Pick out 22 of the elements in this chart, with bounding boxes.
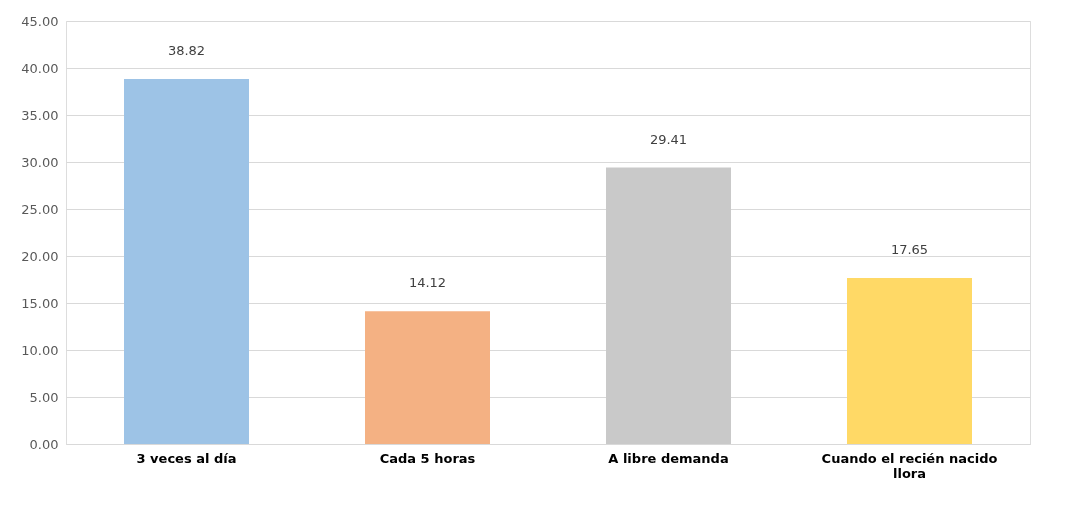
bar	[365, 311, 490, 444]
x-tick-label: Cuando el recién nacido llora	[821, 450, 998, 481]
x-tick-label: A libre demanda	[608, 450, 729, 466]
y-tick-label: 45.00	[21, 13, 59, 29]
y-tick-label: 10.00	[21, 342, 59, 358]
data-label: 17.65	[890, 242, 929, 258]
data-label: 29.41	[649, 131, 688, 147]
y-tick-label: 30.00	[21, 154, 59, 170]
y-tick-label: 0.00	[29, 436, 59, 452]
bar	[847, 278, 972, 444]
data-label: 38.82	[167, 43, 206, 59]
x-tick-label: Cada 5 horas	[379, 450, 476, 466]
y-tick-label: 40.00	[21, 60, 59, 76]
y-tick-label: 15.00	[21, 295, 59, 311]
x-tick-label: 3 veces al día	[136, 450, 237, 466]
y-tick-label: 20.00	[21, 248, 59, 264]
y-tick-label: 5.00	[29, 389, 59, 405]
y-tick-label: 35.00	[21, 107, 59, 123]
bar	[606, 167, 731, 444]
bar	[124, 79, 249, 444]
data-label: 14.12	[408, 275, 447, 291]
y-tick-label: 25.00	[21, 201, 59, 217]
